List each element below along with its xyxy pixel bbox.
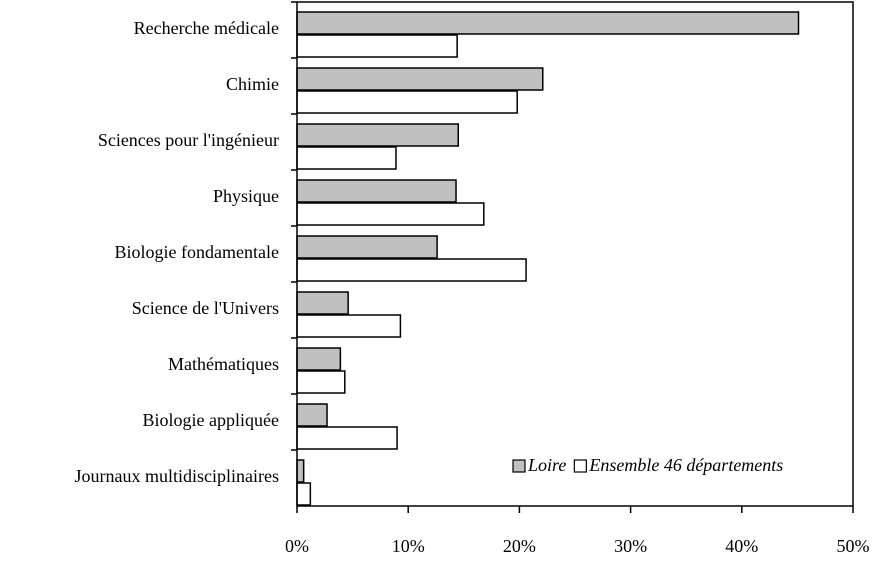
legend-label: Ensemble 46 départements <box>588 455 783 475</box>
x-tick-label: 0% <box>285 536 309 556</box>
legend-swatch <box>512 459 526 473</box>
x-tick-label: 30% <box>614 536 647 556</box>
bar <box>296 426 398 450</box>
y-tick-label: Biologie appliquée <box>143 410 279 430</box>
x-tick-label: 10% <box>392 536 425 556</box>
bar <box>296 202 485 226</box>
legend-swatch <box>573 459 587 473</box>
y-tick-label: Sciences pour l'ingénieur <box>98 130 279 150</box>
bar <box>296 403 328 427</box>
y-tick-label: Science de l'Univers <box>132 298 279 318</box>
legend: Loire Ensemble 46 départements <box>512 455 783 475</box>
y-tick-label: Recherche médicale <box>134 18 279 38</box>
bar <box>296 314 402 338</box>
bar <box>296 90 518 114</box>
bar <box>296 146 397 170</box>
bar <box>296 258 527 282</box>
bar <box>296 370 346 394</box>
bar <box>296 459 305 483</box>
bar <box>296 482 312 506</box>
bar <box>296 179 457 203</box>
y-tick-label: Journaux multidisciplinaires <box>75 466 279 486</box>
x-tick-label: 50% <box>837 536 870 556</box>
bar <box>296 291 349 315</box>
plot-frame <box>296 1 854 507</box>
legend-label: Loire <box>527 455 566 475</box>
y-tick-label: Biologie fondamentale <box>115 242 279 262</box>
bar <box>296 34 458 58</box>
bar <box>296 235 438 259</box>
y-tick-label: Mathématiques <box>168 354 279 374</box>
bar <box>296 67 544 91</box>
y-tick-label: Chimie <box>226 74 279 94</box>
x-tick-label: 40% <box>725 536 758 556</box>
bar <box>296 11 800 35</box>
x-tick-label: 20% <box>503 536 536 556</box>
y-tick-label: Physique <box>213 186 279 206</box>
bar <box>296 347 342 371</box>
bar <box>296 123 459 147</box>
